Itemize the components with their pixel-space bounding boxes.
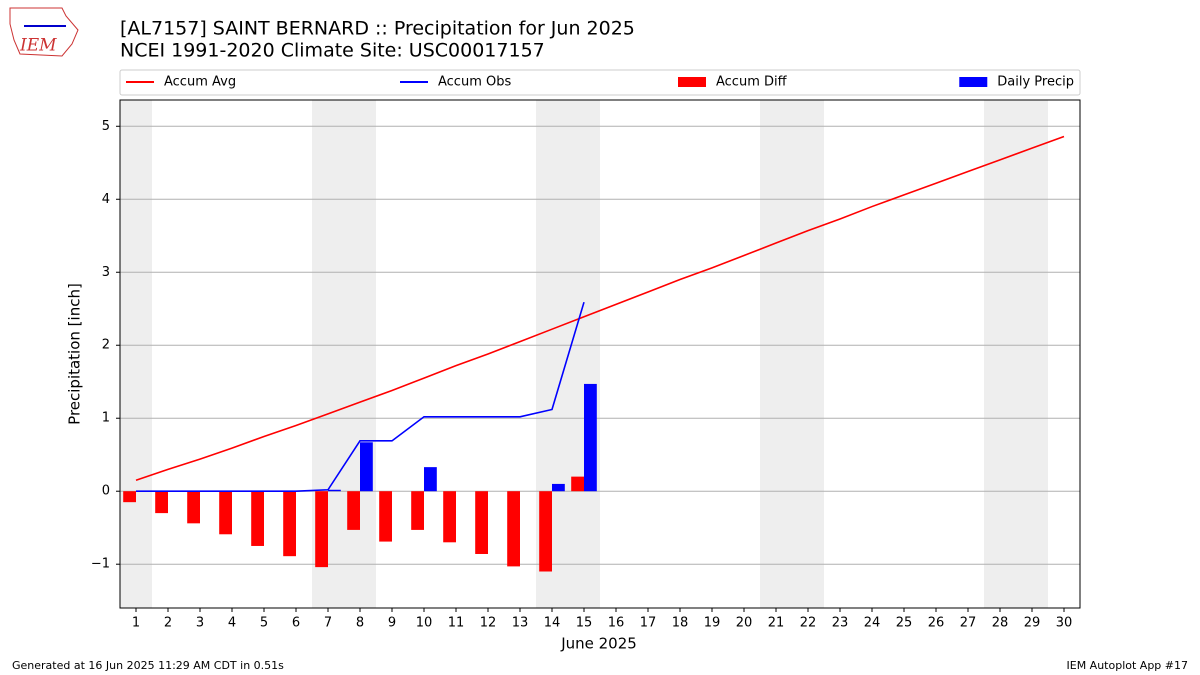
x-tick-label: 13 bbox=[512, 616, 529, 631]
x-tick-label: 14 bbox=[544, 616, 561, 631]
chart-title: [AL7157] SAINT BERNARD :: Precipitation … bbox=[120, 18, 635, 40]
x-tick-label: 2 bbox=[164, 616, 172, 631]
x-tick-label: 15 bbox=[576, 616, 593, 631]
y-tick-label: 0 bbox=[102, 484, 110, 499]
x-tick-label: 16 bbox=[608, 616, 625, 631]
bar bbox=[328, 489, 341, 492]
chart-subtitle: NCEI 1991-2020 Climate Site: USC00017157 bbox=[120, 40, 545, 62]
bar bbox=[571, 476, 584, 492]
bar bbox=[475, 491, 488, 554]
bar bbox=[187, 491, 200, 524]
legend-box bbox=[119, 69, 1081, 96]
bar bbox=[155, 491, 168, 514]
x-tick-label: 27 bbox=[960, 616, 977, 631]
legend-label: Accum Avg bbox=[164, 75, 236, 90]
bar bbox=[251, 491, 264, 546]
x-tick-label: 5 bbox=[260, 616, 268, 631]
bar bbox=[539, 491, 552, 572]
line bbox=[135, 135, 1065, 482]
footer-left: Generated at 16 Jun 2025 11:29 AM CDT in… bbox=[12, 659, 284, 672]
bar bbox=[219, 491, 232, 535]
y-tick-label: 1 bbox=[102, 411, 110, 426]
x-tick-label: 25 bbox=[896, 616, 913, 631]
bar bbox=[379, 491, 392, 542]
x-tick-label: 18 bbox=[672, 616, 689, 631]
bar bbox=[424, 467, 437, 492]
y-tick-label: 2 bbox=[102, 338, 110, 353]
x-axis-label: June 2025 bbox=[560, 635, 637, 653]
bar bbox=[411, 491, 424, 530]
x-tick-label: 20 bbox=[736, 616, 753, 631]
weekend-band bbox=[120, 100, 152, 608]
bar bbox=[552, 483, 565, 492]
weekend-band bbox=[984, 100, 1048, 608]
bar bbox=[443, 491, 456, 543]
bar bbox=[347, 491, 360, 530]
logo-text: IEM bbox=[19, 36, 57, 56]
x-tick-label: 8 bbox=[356, 616, 364, 631]
x-tick-label: 10 bbox=[416, 616, 433, 631]
x-tick-label: 21 bbox=[768, 616, 785, 631]
x-tick-label: 4 bbox=[228, 616, 236, 631]
x-tick-label: 9 bbox=[388, 616, 396, 631]
x-tick-label: 11 bbox=[448, 616, 465, 631]
y-tick-label: 3 bbox=[102, 265, 110, 280]
y-tick-label: 4 bbox=[102, 192, 110, 207]
weekend-band bbox=[760, 100, 824, 608]
x-tick-label: 7 bbox=[324, 616, 332, 631]
line bbox=[136, 301, 585, 493]
x-tick-label: 28 bbox=[992, 616, 1009, 631]
x-tick-label: 19 bbox=[704, 616, 721, 631]
x-tick-label: 1 bbox=[132, 616, 140, 631]
x-tick-label: 23 bbox=[832, 616, 849, 631]
bar bbox=[123, 491, 136, 503]
bar bbox=[360, 442, 373, 492]
bar bbox=[584, 383, 597, 492]
x-tick-label: 22 bbox=[800, 616, 817, 631]
bar bbox=[315, 491, 328, 568]
y-axis-label: Precipitation [inch] bbox=[66, 283, 84, 425]
x-tick-label: 24 bbox=[864, 616, 881, 631]
x-tick-label: 17 bbox=[640, 616, 657, 631]
footer-right: IEM Autoplot App #17 bbox=[1067, 659, 1189, 672]
y-tick-label: −1 bbox=[91, 557, 110, 572]
logo: IEM bbox=[9, 7, 79, 57]
legend-label: Daily Precip bbox=[997, 75, 1074, 90]
x-tick-label: 3 bbox=[196, 616, 204, 631]
x-tick-label: 29 bbox=[1024, 616, 1041, 631]
y-tick-label: 5 bbox=[102, 119, 110, 134]
plot-frame bbox=[119, 99, 1081, 609]
x-tick-label: 6 bbox=[292, 616, 300, 631]
legend-key bbox=[678, 77, 706, 87]
legend-key bbox=[959, 77, 988, 87]
logo-outline bbox=[9, 7, 79, 57]
x-tick-label: 12 bbox=[480, 616, 497, 631]
x-tick-label: 30 bbox=[1056, 616, 1073, 631]
bar bbox=[283, 491, 296, 557]
bar bbox=[507, 491, 520, 567]
legend-label: Accum Diff bbox=[716, 75, 788, 90]
x-tick-label: 26 bbox=[928, 616, 945, 631]
legend-label: Accum Obs bbox=[438, 75, 511, 90]
